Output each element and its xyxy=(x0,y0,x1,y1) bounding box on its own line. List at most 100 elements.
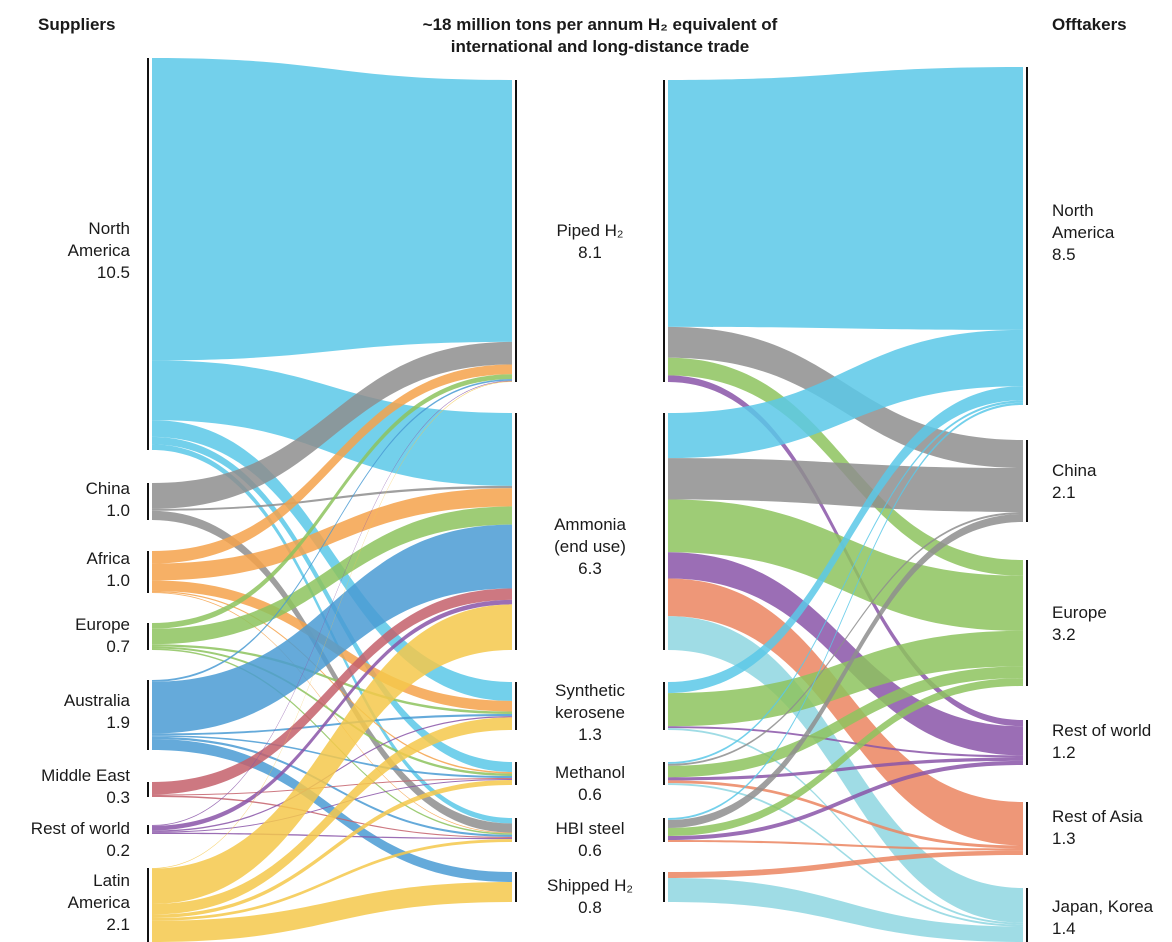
flow-hbi-to-o_rw xyxy=(668,760,1023,840)
suppliers-label-la: Latin America 2.1 xyxy=(68,870,130,936)
carriers-label-meth: Methanol 0.6 xyxy=(510,762,670,806)
flow-af-to-piped xyxy=(152,364,512,564)
flow-hbi-to-o_cn xyxy=(668,514,1023,828)
diagram-title: ~18 million tons per annum H₂ equivalent… xyxy=(300,14,900,58)
supplier-bar-rw xyxy=(147,825,149,834)
supplier-bar-cn xyxy=(147,483,149,520)
flow-me-to-ammonia xyxy=(152,588,512,795)
flow-me-to-meth xyxy=(152,778,512,796)
flow-la-to-meth xyxy=(152,780,512,919)
suppliers-name-cn: China xyxy=(85,479,130,498)
flow-eu-to-meth xyxy=(152,646,512,776)
suppliers-label-au: Australia 1.9 xyxy=(64,690,130,734)
suppliers-name-la: America xyxy=(67,893,130,912)
offtakers-label-o_rw: Rest of world 1.2 xyxy=(1052,720,1151,764)
carriers-label-ship: Shipped H₂ 0.8 xyxy=(510,875,670,919)
carrier-to-offtaker-flows xyxy=(668,67,1023,942)
flow-af-to-ammonia xyxy=(152,488,512,581)
supplier-bar-la xyxy=(147,868,149,942)
suppliers-label-af: Africa 1.0 xyxy=(87,548,130,592)
suppliers-value-rw: 0.2 xyxy=(106,841,130,860)
flow-la-to-ammonia xyxy=(152,604,512,904)
offtakers-name-o_na: America xyxy=(1052,223,1115,242)
suppliers-label-me: Middle East 0.3 xyxy=(41,765,130,809)
carrier-bar-left-ship xyxy=(515,872,517,902)
supplier-bar-eu xyxy=(147,623,149,650)
suppliers-value-af: 1.0 xyxy=(106,571,130,590)
flow-meth-to-o_na xyxy=(668,400,1023,764)
suppliers-value-na: 10.5 xyxy=(96,263,130,282)
carrier-bar-left-hbi xyxy=(515,818,517,842)
suppliers-name-la: Latin xyxy=(93,871,130,890)
offtakers-label-o_jk: Japan, Korea 1.4 xyxy=(1052,896,1153,940)
carriers-value-hbi: 0.6 xyxy=(578,841,602,860)
carrier-bar-left-ammonia xyxy=(515,413,517,650)
carriers-name-ammonia: Ammonia xyxy=(554,515,626,534)
carrier-bar-right-meth xyxy=(663,762,665,785)
flow-eu-to-piped xyxy=(152,374,512,629)
flow-eu-to-ammonia xyxy=(152,506,512,645)
diagram-title-line2: international and long-distance trade xyxy=(450,37,750,56)
offtakers-value-o_jk: 1.4 xyxy=(1052,919,1076,938)
carriers-name-kero: Synthetic xyxy=(555,681,625,700)
suppliers-name-rw: Rest of world xyxy=(30,819,130,838)
offtakers-name-o_na: North xyxy=(1052,201,1094,220)
offtakers-name-o_cn: China xyxy=(1052,461,1097,480)
offtakers-name-o_ra: Rest of Asia xyxy=(1052,807,1143,826)
offtakers-name-o_eu: Europe xyxy=(1052,603,1107,622)
carriers-value-meth: 0.6 xyxy=(578,785,602,804)
flow-cn-to-piped xyxy=(152,341,512,509)
flow-na-to-kero xyxy=(152,420,512,701)
carriers-name-ship: Shipped H₂ xyxy=(547,876,633,895)
flow-kero-to-o_na xyxy=(668,386,1023,694)
suppliers-label-eu: Europe 0.7 xyxy=(75,614,130,658)
flow-la-to-kero xyxy=(152,717,512,915)
suppliers-label-cn: China 1.0 xyxy=(86,478,130,522)
flow-kero-to-o_rw xyxy=(668,726,1023,758)
offtakers-value-o_eu: 3.2 xyxy=(1052,625,1076,644)
flow-ammonia-to-o_ra xyxy=(668,578,1023,846)
flow-ammonia-to-o_eu xyxy=(668,499,1023,631)
flow-cn-to-ammonia xyxy=(152,485,512,511)
flow-la-to-hbi xyxy=(152,839,512,921)
offtakers-value-o_ra: 1.3 xyxy=(1052,829,1076,848)
suppliers-name-na: North xyxy=(88,219,130,238)
flow-ammonia-to-o_rw xyxy=(668,552,1023,756)
carriers-value-ship: 0.8 xyxy=(578,898,602,917)
flow-au-to-ship xyxy=(152,738,512,882)
offtakers-header: Offtakers xyxy=(1052,15,1127,34)
offtakers-label-o_na: North America 8.5 xyxy=(1052,200,1114,266)
carrier-bar-left-piped xyxy=(515,80,517,382)
flow-hbi-to-o_na xyxy=(668,402,1023,820)
offtakers-name-o_jk: Japan, Korea xyxy=(1052,897,1154,916)
suppliers-header: Suppliers xyxy=(38,15,116,34)
flow-ammonia-to-o_na xyxy=(668,329,1023,459)
carriers-name-kero: kerosene xyxy=(555,703,625,722)
supplier-to-carrier-flows xyxy=(152,58,512,942)
flow-rw-to-ammonia xyxy=(152,599,512,831)
flow-cn-to-hbi xyxy=(152,510,512,833)
supplier-bar-au xyxy=(147,680,149,750)
offtakers-name-o_rw: Rest of world xyxy=(1052,721,1152,740)
flow-piped-to-o_na xyxy=(668,67,1023,330)
suppliers-label-rw: Rest of world 0.2 xyxy=(31,818,130,862)
flow-hbi-to-o_ra xyxy=(668,840,1023,851)
carriers-label-hbi: HBI steel 0.6 xyxy=(510,818,670,862)
suppliers-name-eu: Europe xyxy=(75,615,130,634)
suppliers-value-cn: 1.0 xyxy=(106,501,130,520)
flow-ship-to-o_ra xyxy=(668,850,1023,878)
flow-rw-to-meth xyxy=(152,779,512,833)
offtaker-bar-o_jk xyxy=(1026,888,1028,942)
carriers-value-piped: 8.1 xyxy=(578,243,602,262)
diagram-title-line1: ~18 million tons per annum H₂ equivalent… xyxy=(422,15,778,34)
carrier-bar-right-ammonia xyxy=(663,413,665,650)
carriers-value-ammonia: 6.3 xyxy=(578,559,602,578)
flow-hbi-to-o_eu xyxy=(668,678,1023,836)
flow-af-to-meth xyxy=(152,590,512,774)
carriers-label-ammonia: Ammonia (end use) 6.3 xyxy=(510,514,670,580)
flow-eu-to-kero xyxy=(152,644,512,714)
suppliers-value-la: 2.1 xyxy=(106,915,130,934)
flow-au-to-ammonia xyxy=(152,524,512,734)
flow-meth-to-o_rw xyxy=(668,757,1023,781)
